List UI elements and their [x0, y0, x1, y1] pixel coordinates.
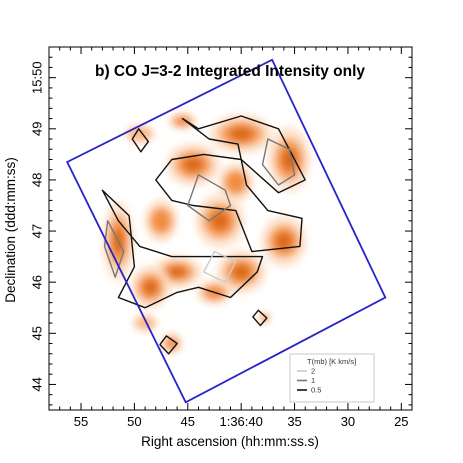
y-tick-label: 47 [29, 224, 44, 238]
footprint-outline [65, 58, 387, 404]
emission-region [168, 266, 186, 278]
chart-title: b) CO J=3-2 Integrated Intensity only [95, 63, 365, 80]
emission-region [211, 212, 229, 230]
contour-1 [187, 174, 232, 222]
contour-0.5 [159, 335, 178, 355]
y-tick-label: 48 [29, 173, 44, 187]
contour-1 [261, 138, 296, 186]
contour-0.5 [131, 128, 149, 153]
emission-region [232, 265, 250, 279]
y-axis-label: Declination (ddd:mm:ss) [3, 157, 18, 303]
legend-box [289, 353, 375, 403]
emission-region [226, 172, 246, 193]
x-tick-label: 1:36:40 [219, 414, 262, 429]
y-tick-label: 46 [29, 275, 44, 289]
y-tick-label: 44 [29, 377, 44, 391]
legend-label: 2 [311, 367, 315, 376]
tick-labels: 55 50 45 1:36:40 35 30 25 44 45 46 47 48 49 15:50 [29, 61, 408, 429]
x-tick-label: 50 [127, 414, 141, 429]
emission-region [230, 127, 252, 141]
x-tick-label: 45 [181, 414, 195, 429]
emission-region [135, 316, 155, 330]
x-axis-label: Right ascension (hh:mm:ss.s) [141, 434, 319, 449]
legend-title: T(mb) [K km/s] [307, 357, 356, 366]
survey-footprint [65, 58, 387, 404]
contour-lines [101, 115, 306, 355]
legend-label: 0.5 [311, 386, 321, 395]
emission-region [128, 126, 152, 142]
emission-region [184, 157, 203, 172]
emission-region [174, 116, 191, 126]
x-tick-label: 35 [287, 414, 301, 429]
y-tick-label: 45 [29, 326, 44, 340]
contour-0.5 [155, 115, 306, 253]
legend-label: 1 [311, 376, 315, 385]
emission-region [143, 280, 158, 295]
axis-ticks [48, 47, 413, 410]
contour-2 [203, 250, 237, 283]
legend: T(mb) [K km/s] 210.5 [289, 353, 375, 403]
contour-0.5 [101, 189, 264, 309]
y-tick-label: 15:50 [29, 61, 44, 94]
x-tick-label: 55 [74, 414, 88, 429]
x-tick-label: 25 [394, 414, 408, 429]
x-tick-label: 30 [341, 414, 355, 429]
emission-region [151, 209, 171, 232]
contour-0.5 [252, 309, 268, 327]
y-tick-label: 49 [29, 122, 44, 136]
emission-region [276, 233, 292, 250]
